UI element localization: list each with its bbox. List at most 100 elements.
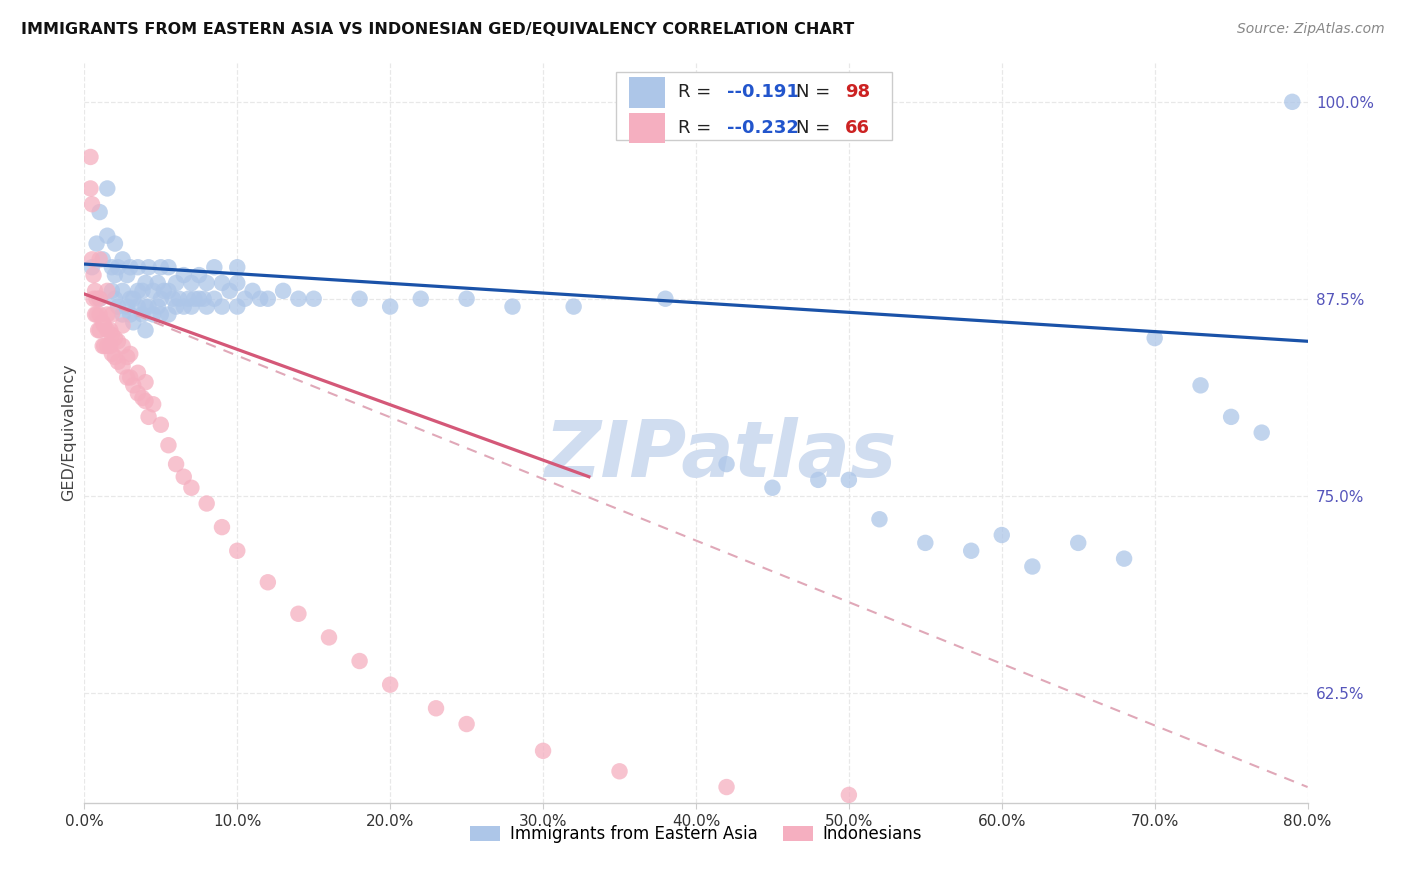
Point [127, 386, 149, 401]
Point [349, 292, 371, 306]
Point [218, 284, 240, 298]
Point [193, 292, 215, 306]
Point [120, 260, 142, 275]
Point [1021, 559, 1043, 574]
Point [89, 205, 111, 219]
Point [104, 292, 127, 306]
Point [107, 260, 129, 275]
Point [115, 300, 138, 314]
Point [104, 331, 127, 345]
Point [531, 744, 554, 758]
Point [86, 292, 108, 306]
Point [131, 284, 153, 298]
FancyBboxPatch shape [628, 113, 665, 144]
Point [127, 300, 149, 314]
Point [165, 276, 187, 290]
Point [249, 292, 271, 306]
FancyBboxPatch shape [628, 78, 665, 108]
Point [226, 276, 249, 290]
Point [96, 228, 118, 243]
Point [135, 276, 157, 290]
Point [157, 284, 180, 298]
Point [120, 370, 142, 384]
Point [98, 339, 121, 353]
Point [167, 292, 190, 306]
Text: 66: 66 [845, 119, 870, 136]
Point [226, 300, 249, 314]
Point [96, 284, 118, 298]
Text: R =: R = [678, 84, 717, 102]
Point [107, 334, 129, 349]
Point [127, 366, 149, 380]
Point [79, 181, 101, 195]
Point [84, 308, 107, 322]
Text: R =: R = [678, 119, 717, 136]
Point [195, 276, 218, 290]
Point [115, 350, 138, 364]
Point [991, 528, 1014, 542]
Point [101, 260, 124, 275]
Point [188, 292, 211, 306]
Point [287, 292, 309, 306]
Point [157, 438, 180, 452]
Point [149, 417, 172, 432]
Point [380, 678, 402, 692]
Point [138, 300, 160, 314]
Point [456, 292, 478, 306]
Point [716, 457, 738, 471]
Point [115, 370, 138, 384]
Point [111, 252, 134, 267]
Point [180, 276, 202, 290]
Point [1250, 425, 1272, 440]
Point [111, 284, 134, 298]
Point [456, 717, 478, 731]
Point [104, 236, 127, 251]
Point [257, 575, 280, 590]
Point [157, 260, 180, 275]
Point [202, 292, 225, 306]
Text: ZIPatlas: ZIPatlas [544, 417, 897, 493]
Text: N =: N = [796, 84, 837, 102]
Point [87, 323, 110, 337]
Point [120, 347, 142, 361]
Point [242, 284, 264, 298]
Point [157, 308, 180, 322]
Point [233, 292, 256, 306]
Point [96, 181, 118, 195]
Point [869, 512, 891, 526]
Point [122, 378, 145, 392]
Point [165, 457, 187, 471]
Point [80, 260, 103, 275]
Point [122, 315, 145, 329]
Point [120, 292, 142, 306]
Point [89, 292, 111, 306]
Point [111, 308, 134, 322]
Point [93, 339, 115, 353]
Point [502, 300, 524, 314]
Point [761, 481, 783, 495]
Y-axis label: GED/Equivalency: GED/Equivalency [60, 364, 76, 501]
Point [101, 328, 124, 343]
Point [120, 308, 142, 322]
Point [131, 308, 153, 322]
Point [89, 308, 111, 322]
Point [1067, 536, 1090, 550]
Point [89, 323, 111, 337]
Point [127, 284, 149, 298]
Point [425, 701, 447, 715]
Point [104, 350, 127, 364]
Point [807, 473, 830, 487]
Point [183, 292, 205, 306]
Point [101, 347, 124, 361]
Point [211, 520, 233, 534]
Point [98, 323, 121, 337]
Point [173, 300, 195, 314]
Point [1143, 331, 1166, 345]
Point [142, 284, 165, 298]
Point [122, 292, 145, 306]
Point [135, 394, 157, 409]
Point [149, 308, 172, 322]
Point [409, 292, 432, 306]
Point [838, 788, 860, 802]
Point [80, 252, 103, 267]
